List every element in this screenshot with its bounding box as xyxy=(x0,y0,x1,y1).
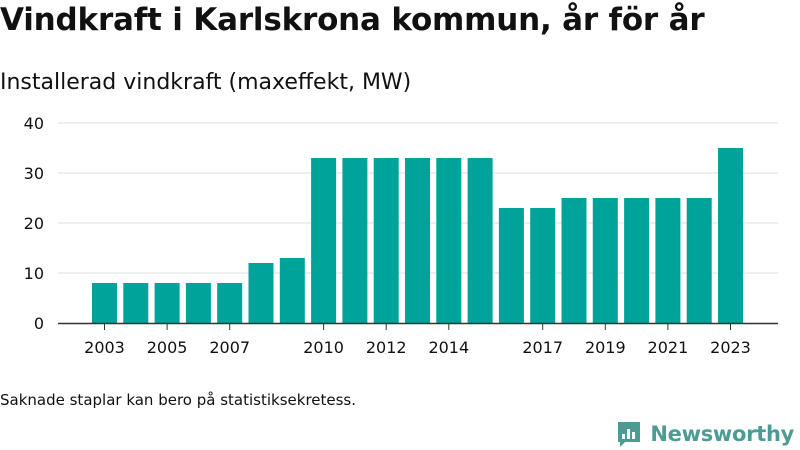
x-axis-ticks: 2003 2005 2007 2010 2012 2014 2017 2019 2021 2023 xyxy=(84,324,751,357)
x-tick-label: 2017 xyxy=(522,338,563,357)
bar-2008 xyxy=(248,263,274,323)
bar-2006 xyxy=(185,283,211,323)
bar-2003 xyxy=(92,283,117,323)
x-tick-label: 2012 xyxy=(366,338,407,357)
y-tick-label: 40 xyxy=(24,114,44,133)
bars xyxy=(92,148,743,323)
bar-2022 xyxy=(686,198,712,323)
bar-2010 xyxy=(311,158,337,323)
y-tick-label: 30 xyxy=(24,164,44,183)
brand-logo[interactable]: Newsworthy xyxy=(616,419,794,449)
bar-2004 xyxy=(123,283,149,323)
bar-2018 xyxy=(561,198,587,323)
chart-subtitle: Installerad vindkraft (maxeffekt, MW) xyxy=(0,70,412,95)
y-tick-label: 0 xyxy=(34,314,44,333)
bar-2021 xyxy=(655,198,681,323)
bar-2015 xyxy=(467,158,493,323)
bar-2013 xyxy=(405,158,430,323)
bar-2012 xyxy=(373,158,399,323)
bar-2007 xyxy=(217,283,243,323)
x-tick-label: 2005 xyxy=(147,338,188,357)
bar-2019 xyxy=(592,198,618,323)
y-tick-label: 20 xyxy=(24,214,44,233)
bar-2016 xyxy=(498,208,524,323)
bar-2014 xyxy=(436,158,462,323)
x-tick-label: 2003 xyxy=(84,338,125,357)
x-tick-label: 2007 xyxy=(209,338,250,357)
bar-2020 xyxy=(624,198,650,323)
bar-2009 xyxy=(279,258,305,323)
x-tick-label: 2023 xyxy=(710,338,751,357)
x-tick-label: 2014 xyxy=(428,338,469,357)
brand-name: Newsworthy xyxy=(650,422,794,446)
y-axis-ticks: 0 10 20 30 40 xyxy=(24,114,44,333)
x-tick-label: 2019 xyxy=(585,338,626,357)
footnote: Saknade staplar kan bero på statistiksek… xyxy=(0,391,357,409)
chart-title: Vindkraft i Karlskrona kommun, år för år xyxy=(0,2,705,38)
y-tick-label: 10 xyxy=(24,264,44,283)
x-tick-label: 2010 xyxy=(303,338,344,357)
x-tick-label: 2021 xyxy=(648,338,689,357)
bar-2005 xyxy=(154,283,180,323)
newsworthy-logo-icon xyxy=(618,422,641,447)
bar-2017 xyxy=(530,208,556,323)
bar-2011 xyxy=(342,158,368,323)
bar-2023 xyxy=(718,148,743,323)
